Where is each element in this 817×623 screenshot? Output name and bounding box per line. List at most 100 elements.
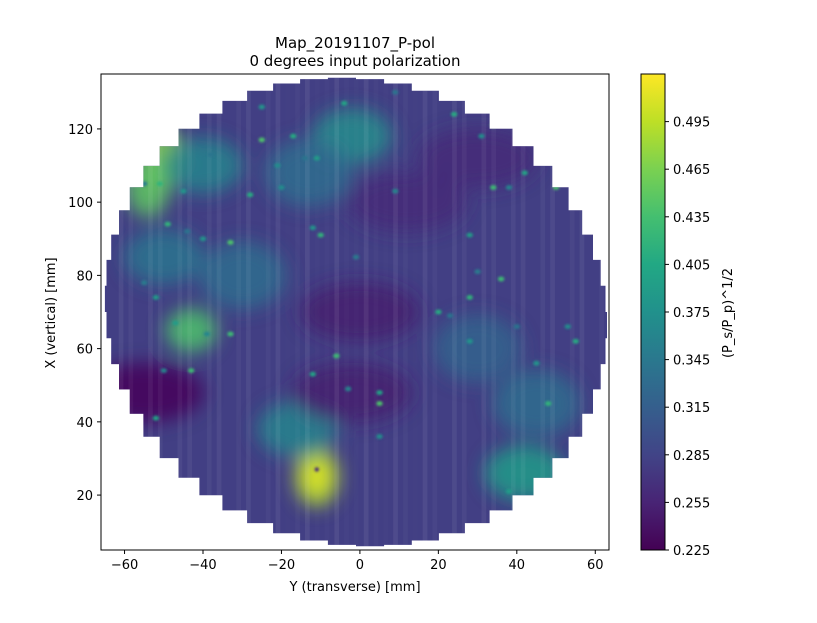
map-speck <box>478 133 485 139</box>
map-speck <box>392 89 399 95</box>
map-speck <box>344 386 352 392</box>
scan-streak <box>118 77 124 547</box>
scan-streak <box>325 74 330 550</box>
map-speck <box>309 371 316 377</box>
x-axis: −60 −40 −20 0 20 40 60 <box>111 550 604 573</box>
scan-streak <box>491 77 496 547</box>
map-speck <box>490 122 497 128</box>
map-feature <box>347 172 467 233</box>
map-speck <box>313 155 320 161</box>
map-speck <box>317 232 324 238</box>
colorbar-label: (P_s/P_p)^1/2 <box>721 268 736 358</box>
chart-title: Map_20191107_P-pol <box>275 34 435 53</box>
scan-streak <box>461 77 467 547</box>
map-speck <box>164 221 171 227</box>
map-speck <box>144 155 152 161</box>
scan-streak <box>452 77 457 547</box>
x-tick-label: 0 <box>356 558 364 573</box>
y-tick-label: 100 <box>68 196 93 211</box>
x-tick-label: 40 <box>509 558 526 573</box>
map-speck <box>152 295 160 300</box>
scan-streak <box>550 77 555 547</box>
map-feature <box>163 137 243 194</box>
map-speck <box>521 170 528 176</box>
map-speck <box>290 133 297 139</box>
map-feature <box>104 362 205 423</box>
map-speck <box>505 489 513 494</box>
map-speck <box>497 276 505 282</box>
scan-streak <box>589 74 594 550</box>
scan-streak <box>510 77 516 547</box>
scan-streak <box>540 77 546 547</box>
y-axis: 20 40 60 80 100 120 <box>68 123 101 504</box>
scan-streak <box>216 77 222 547</box>
scan-streak <box>422 77 428 547</box>
scan-streak <box>374 74 379 550</box>
map-speck <box>392 188 399 194</box>
map-speck <box>450 111 458 117</box>
map-speck <box>309 225 316 231</box>
scan-streak <box>266 74 271 550</box>
map-speck <box>376 401 383 406</box>
x-axis-label: Y (transverse) [mm] <box>288 580 420 595</box>
scan-streak <box>560 74 565 550</box>
scan-streak <box>472 74 477 550</box>
scan-streak <box>442 74 447 550</box>
scan-streak <box>354 74 359 550</box>
map-speck <box>258 137 265 143</box>
scan-streak <box>599 74 604 550</box>
scan-streak <box>383 74 388 550</box>
map-speck <box>505 185 513 190</box>
map-speck <box>278 185 285 190</box>
map-feature <box>492 369 581 438</box>
map-speck <box>258 104 265 110</box>
scan-streak <box>520 77 526 547</box>
scan-streak <box>177 77 183 547</box>
plot-area: −60 −40 −20 0 20 40 60 20 40 60 80 100 120 <box>68 73 610 573</box>
scan-streak <box>275 77 281 547</box>
map-speck <box>246 192 254 198</box>
map-speck <box>533 360 540 366</box>
scan-streak <box>157 77 163 547</box>
scan-streak <box>236 77 241 547</box>
colorbar-tick-label: 0.465 <box>673 163 710 178</box>
y-tick-label: 120 <box>68 123 93 138</box>
map-feature <box>417 128 538 189</box>
scan-streak <box>187 77 192 547</box>
map-speck <box>274 163 281 168</box>
scan-streak <box>285 74 290 550</box>
wafer-map <box>104 74 608 550</box>
map-speck <box>466 295 473 300</box>
scan-streak <box>393 77 398 547</box>
y-axis-label: X (vertical) [mm] <box>44 257 59 368</box>
map-speck <box>180 188 187 194</box>
scan-streak <box>227 74 232 550</box>
map-speck <box>160 368 167 373</box>
map-speck <box>545 401 552 406</box>
map-speck <box>203 331 211 337</box>
map-speck <box>207 152 214 158</box>
colorbar-gradient <box>640 73 666 551</box>
map-speck <box>552 185 560 190</box>
plot-frame <box>100 73 610 551</box>
map-speck <box>513 324 520 329</box>
map-speck <box>376 390 383 395</box>
scan-streak <box>305 77 310 547</box>
scan-streak <box>246 77 251 547</box>
map-speck <box>352 254 360 260</box>
scan-streak <box>403 74 408 550</box>
colorbar-tick-label: 0.255 <box>673 496 710 511</box>
y-tick-label: 80 <box>76 269 93 284</box>
scan-streak <box>109 74 114 550</box>
map-speck <box>227 240 234 245</box>
scan-streak <box>315 74 320 550</box>
scan-streak <box>148 77 153 547</box>
scan-streak <box>295 74 300 550</box>
map-speck <box>152 415 160 421</box>
scan-streak <box>569 77 575 547</box>
map-speck <box>141 181 148 187</box>
x-tick-label: −20 <box>268 558 295 573</box>
map-speck <box>314 467 319 472</box>
map-feature <box>292 362 413 423</box>
map-speck <box>172 320 179 326</box>
